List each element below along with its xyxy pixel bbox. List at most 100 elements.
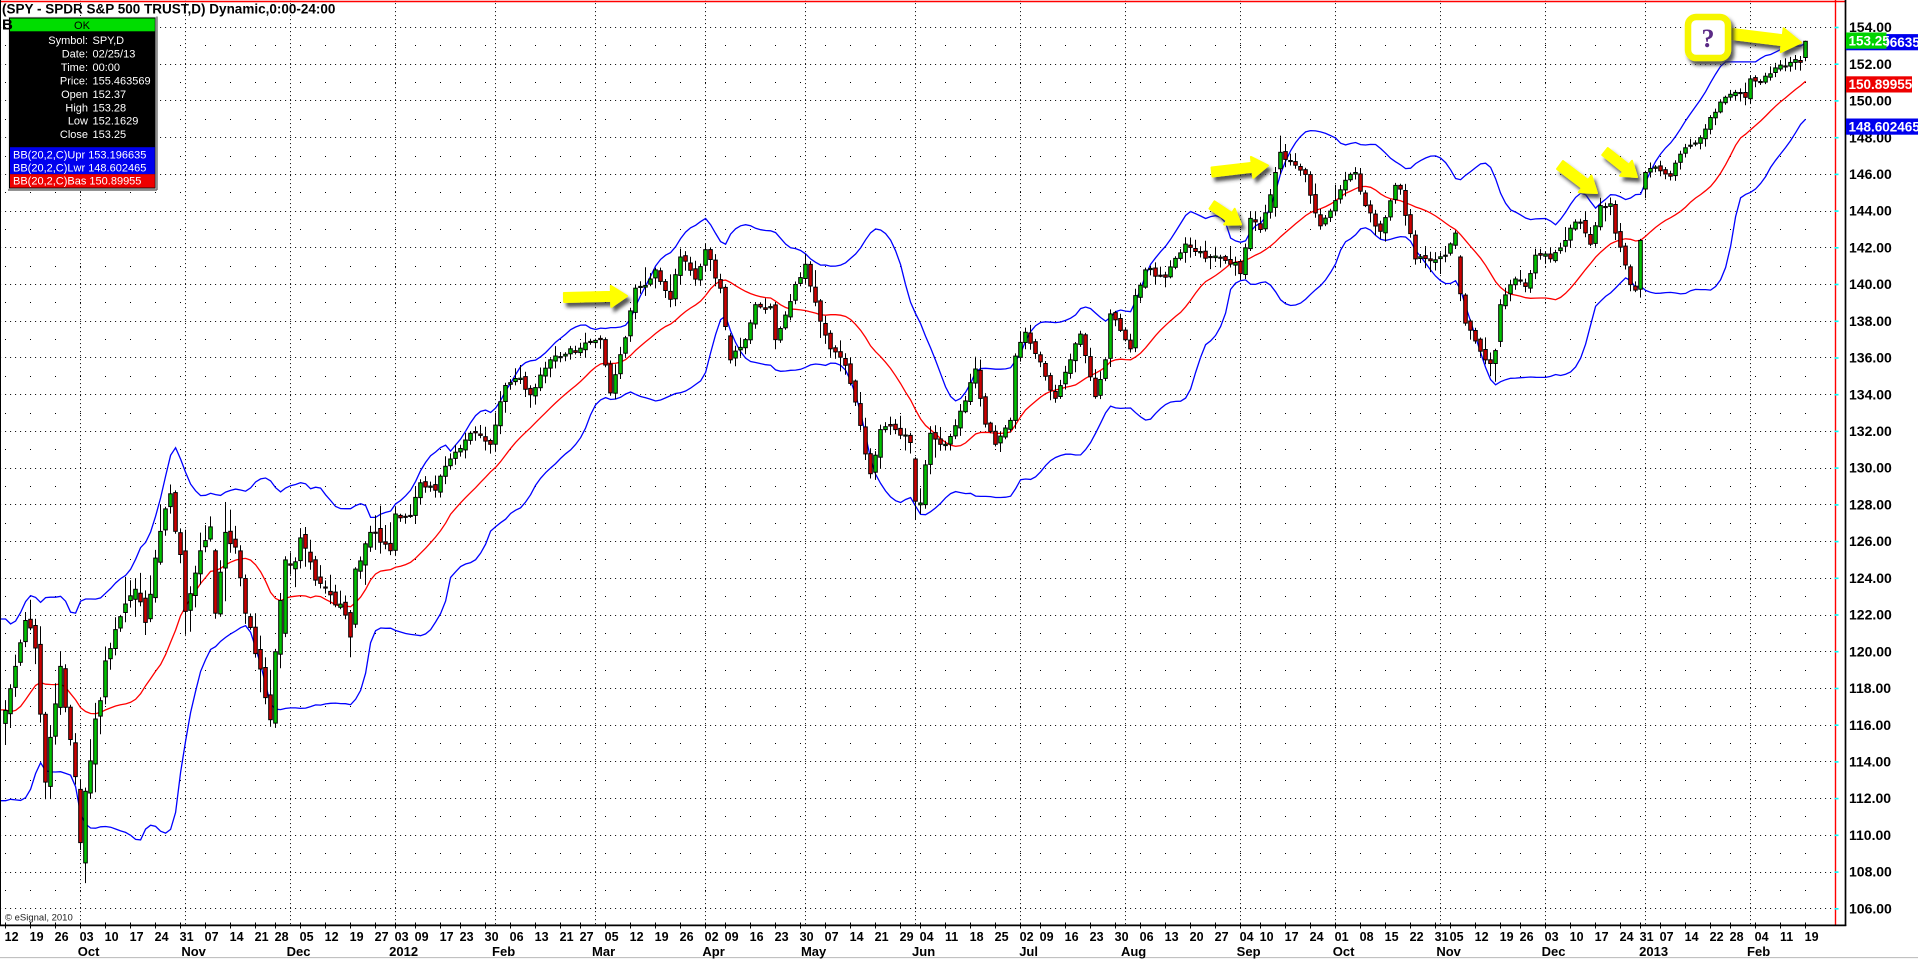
svg-text:High: High — [65, 102, 88, 114]
svg-text:30: 30 — [800, 930, 814, 944]
svg-text:30: 30 — [1115, 930, 1129, 944]
svg-text:Time:: Time: — [61, 62, 88, 74]
svg-text:09: 09 — [725, 930, 739, 944]
svg-text:Dec: Dec — [1542, 944, 1566, 959]
svg-text:17: 17 — [1285, 930, 1299, 944]
svg-text:Apr: Apr — [702, 944, 724, 959]
svg-text:Oct: Oct — [78, 944, 100, 959]
svg-text:116.00: 116.00 — [1849, 717, 1891, 733]
svg-text:108.00: 108.00 — [1849, 864, 1892, 880]
svg-text:24: 24 — [1310, 930, 1324, 944]
svg-text:30: 30 — [485, 930, 499, 944]
svg-text:28: 28 — [1730, 930, 1744, 944]
svg-text:17: 17 — [130, 930, 144, 944]
svg-text:31: 31 — [180, 930, 194, 944]
svg-text:11: 11 — [1780, 930, 1793, 944]
svg-text:150.89955: 150.89955 — [1849, 77, 1913, 92]
svg-text:Feb: Feb — [1747, 944, 1770, 959]
svg-text:154.00: 154.00 — [1849, 19, 1892, 35]
svg-text:12: 12 — [1475, 930, 1489, 944]
svg-text:03: 03 — [395, 930, 409, 944]
svg-text:152.1629: 152.1629 — [93, 116, 139, 128]
svg-text:12: 12 — [325, 930, 339, 944]
svg-text:11: 11 — [945, 930, 958, 944]
svg-text:112.00: 112.00 — [1849, 790, 1891, 806]
svg-text:05: 05 — [1450, 930, 1464, 944]
svg-text:07: 07 — [1660, 930, 1674, 944]
svg-text:Symbol:: Symbol: — [48, 35, 88, 47]
svg-text:152.37: 152.37 — [93, 89, 127, 101]
svg-text:18: 18 — [970, 930, 984, 944]
svg-text:16: 16 — [1065, 930, 1079, 944]
svg-text:02: 02 — [1020, 930, 1034, 944]
svg-text:28: 28 — [275, 930, 289, 944]
svg-text:01: 01 — [1335, 930, 1349, 944]
svg-text:04: 04 — [1240, 930, 1254, 944]
svg-text:153.25: 153.25 — [93, 129, 127, 141]
svg-text:23: 23 — [460, 930, 474, 944]
svg-text:24: 24 — [1620, 930, 1634, 944]
svg-text:10: 10 — [105, 930, 119, 944]
svg-text:20: 20 — [1190, 930, 1204, 944]
svg-text:04: 04 — [1755, 930, 1769, 944]
svg-text:Oct: Oct — [1333, 944, 1355, 959]
svg-text:122.00: 122.00 — [1849, 607, 1892, 623]
svg-text:SPY,D: SPY,D — [93, 35, 125, 47]
svg-text:31: 31 — [1640, 930, 1654, 944]
svg-text:Feb: Feb — [492, 944, 515, 959]
svg-text:12: 12 — [5, 930, 19, 944]
svg-text:17: 17 — [440, 930, 454, 944]
svg-text:146.00: 146.00 — [1849, 166, 1892, 182]
svg-text:03: 03 — [1545, 930, 1559, 944]
svg-text:Nov: Nov — [1436, 944, 1461, 959]
svg-text:12: 12 — [630, 930, 644, 944]
svg-text:21: 21 — [875, 930, 889, 944]
svg-text:23: 23 — [775, 930, 789, 944]
svg-text:31: 31 — [1435, 930, 1449, 944]
svg-text:114.00: 114.00 — [1849, 754, 1891, 770]
svg-text:110.00: 110.00 — [1849, 827, 1891, 843]
svg-text:153.25: 153.25 — [1849, 33, 1891, 48]
svg-text:02/25/13: 02/25/13 — [93, 49, 136, 61]
svg-text:19: 19 — [655, 930, 669, 944]
svg-text:21: 21 — [560, 930, 574, 944]
svg-text:26: 26 — [1520, 930, 1534, 944]
svg-text:21: 21 — [255, 930, 269, 944]
svg-text:106.00: 106.00 — [1849, 900, 1892, 916]
svg-text:04: 04 — [920, 930, 934, 944]
svg-text:Price:: Price: — [60, 75, 88, 87]
svg-text:10: 10 — [1260, 930, 1274, 944]
svg-text:15: 15 — [1385, 930, 1399, 944]
svg-text:OK: OK — [74, 20, 91, 32]
svg-text:13: 13 — [1165, 930, 1179, 944]
svg-text:?: ? — [1702, 24, 1715, 53]
svg-text:Jul: Jul — [1019, 944, 1038, 959]
svg-text:BB(20,2,C)Bas 150.89955: BB(20,2,C)Bas 150.89955 — [13, 176, 141, 188]
svg-text:128.00: 128.00 — [1849, 497, 1892, 513]
svg-text:19: 19 — [1500, 930, 1514, 944]
svg-text:(SPY - SPDR S&P 500 TRUST,D) D: (SPY - SPDR S&P 500 TRUST,D) Dynamic,0:0… — [2, 2, 335, 17]
svg-text:05: 05 — [605, 930, 619, 944]
svg-text:155.463569: 155.463569 — [93, 75, 151, 87]
svg-text:Dec: Dec — [287, 944, 311, 959]
svg-text:24: 24 — [155, 930, 169, 944]
svg-text:152.00: 152.00 — [1849, 56, 1892, 72]
svg-text:06: 06 — [510, 930, 524, 944]
svg-text:150.00: 150.00 — [1849, 93, 1892, 109]
svg-text:Nov: Nov — [181, 944, 206, 959]
svg-text:130.00: 130.00 — [1849, 460, 1892, 476]
svg-text:Close: Close — [60, 129, 88, 141]
svg-text:Low: Low — [68, 116, 88, 128]
svg-text:2013: 2013 — [1639, 944, 1668, 959]
svg-text:144.00: 144.00 — [1849, 203, 1892, 219]
svg-text:140.00: 140.00 — [1849, 276, 1892, 292]
svg-text:17: 17 — [1595, 930, 1609, 944]
svg-text:148.602465: 148.602465 — [1849, 119, 1918, 134]
svg-text:27: 27 — [580, 930, 594, 944]
svg-text:23: 23 — [1090, 930, 1104, 944]
svg-text:2012: 2012 — [389, 944, 418, 959]
svg-text:03: 03 — [80, 930, 94, 944]
svg-text:26: 26 — [680, 930, 694, 944]
svg-text:19: 19 — [1805, 930, 1819, 944]
svg-text:08: 08 — [1360, 930, 1374, 944]
